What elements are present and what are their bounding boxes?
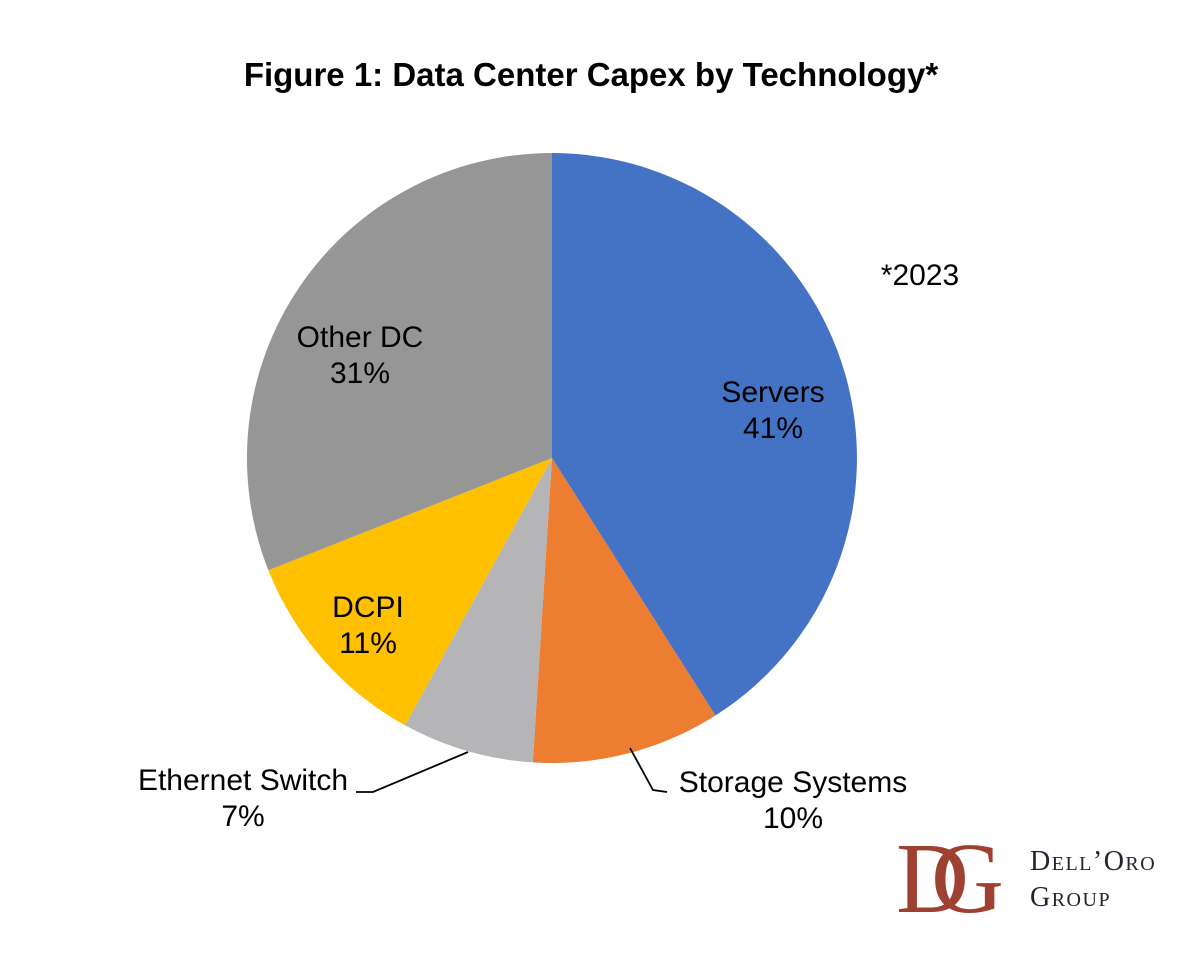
slice-label-ethernet-switch-name: Ethernet Switch	[137, 764, 349, 797]
slice-label-dcpi-pct: 11%	[339, 627, 397, 660]
slice-label-servers: Servers 41%	[721, 375, 824, 447]
year-annotation: *2023	[880, 259, 960, 292]
delloro-wordmark-line2: Group	[1030, 882, 1112, 913]
monogram-letter-g: G	[930, 822, 1004, 934]
slice-label-other-dc-name: Other DC	[296, 321, 424, 354]
pie-slices-group	[246, 152, 857, 764]
slice-label-storage-systems-name: Storage Systems	[678, 766, 908, 799]
pie-slice-servers	[552, 153, 857, 716]
pie-slice-other-dc	[246, 152, 552, 571]
slice-label-dcpi-name: DCPI	[332, 591, 404, 624]
slice-label-servers-pct: 41%	[742, 412, 804, 445]
slice-label-other-dc-pct: 31%	[329, 357, 391, 390]
slice-label-ethernet-switch-pct: 7%	[221, 800, 265, 833]
pie-slice-storage-systems	[532, 458, 716, 764]
delloro-wordmark: Dell’Oro Group	[1030, 844, 1156, 916]
slice-label-servers-name: Servers	[721, 376, 825, 409]
delloro-monogram-icon: DG	[896, 822, 1004, 934]
pie-slice-dcpi	[268, 458, 552, 726]
slice-label-dcpi: DCPI 11%	[332, 590, 404, 662]
slice-label-storage-systems-pct: 10%	[762, 802, 824, 835]
leader-line-ethernet-switch	[356, 751, 469, 793]
chart-title: Figure 1: Data Center Capex by Technolog…	[243, 56, 939, 93]
monogram-letter-d: D	[896, 822, 969, 934]
slice-label-ethernet-switch: Ethernet Switch 7%	[138, 763, 348, 835]
leader-line-storage-systems	[629, 747, 668, 793]
slice-label-other-dc: Other DC 31%	[297, 320, 424, 392]
pie-slice-ethernet-switch	[405, 458, 552, 763]
slice-label-storage-systems: Storage Systems 10%	[679, 765, 907, 837]
delloro-wordmark-line1: Dell’Oro	[1030, 846, 1157, 877]
delloro-logo: DG Dell’Oro Group	[896, 822, 1186, 946]
